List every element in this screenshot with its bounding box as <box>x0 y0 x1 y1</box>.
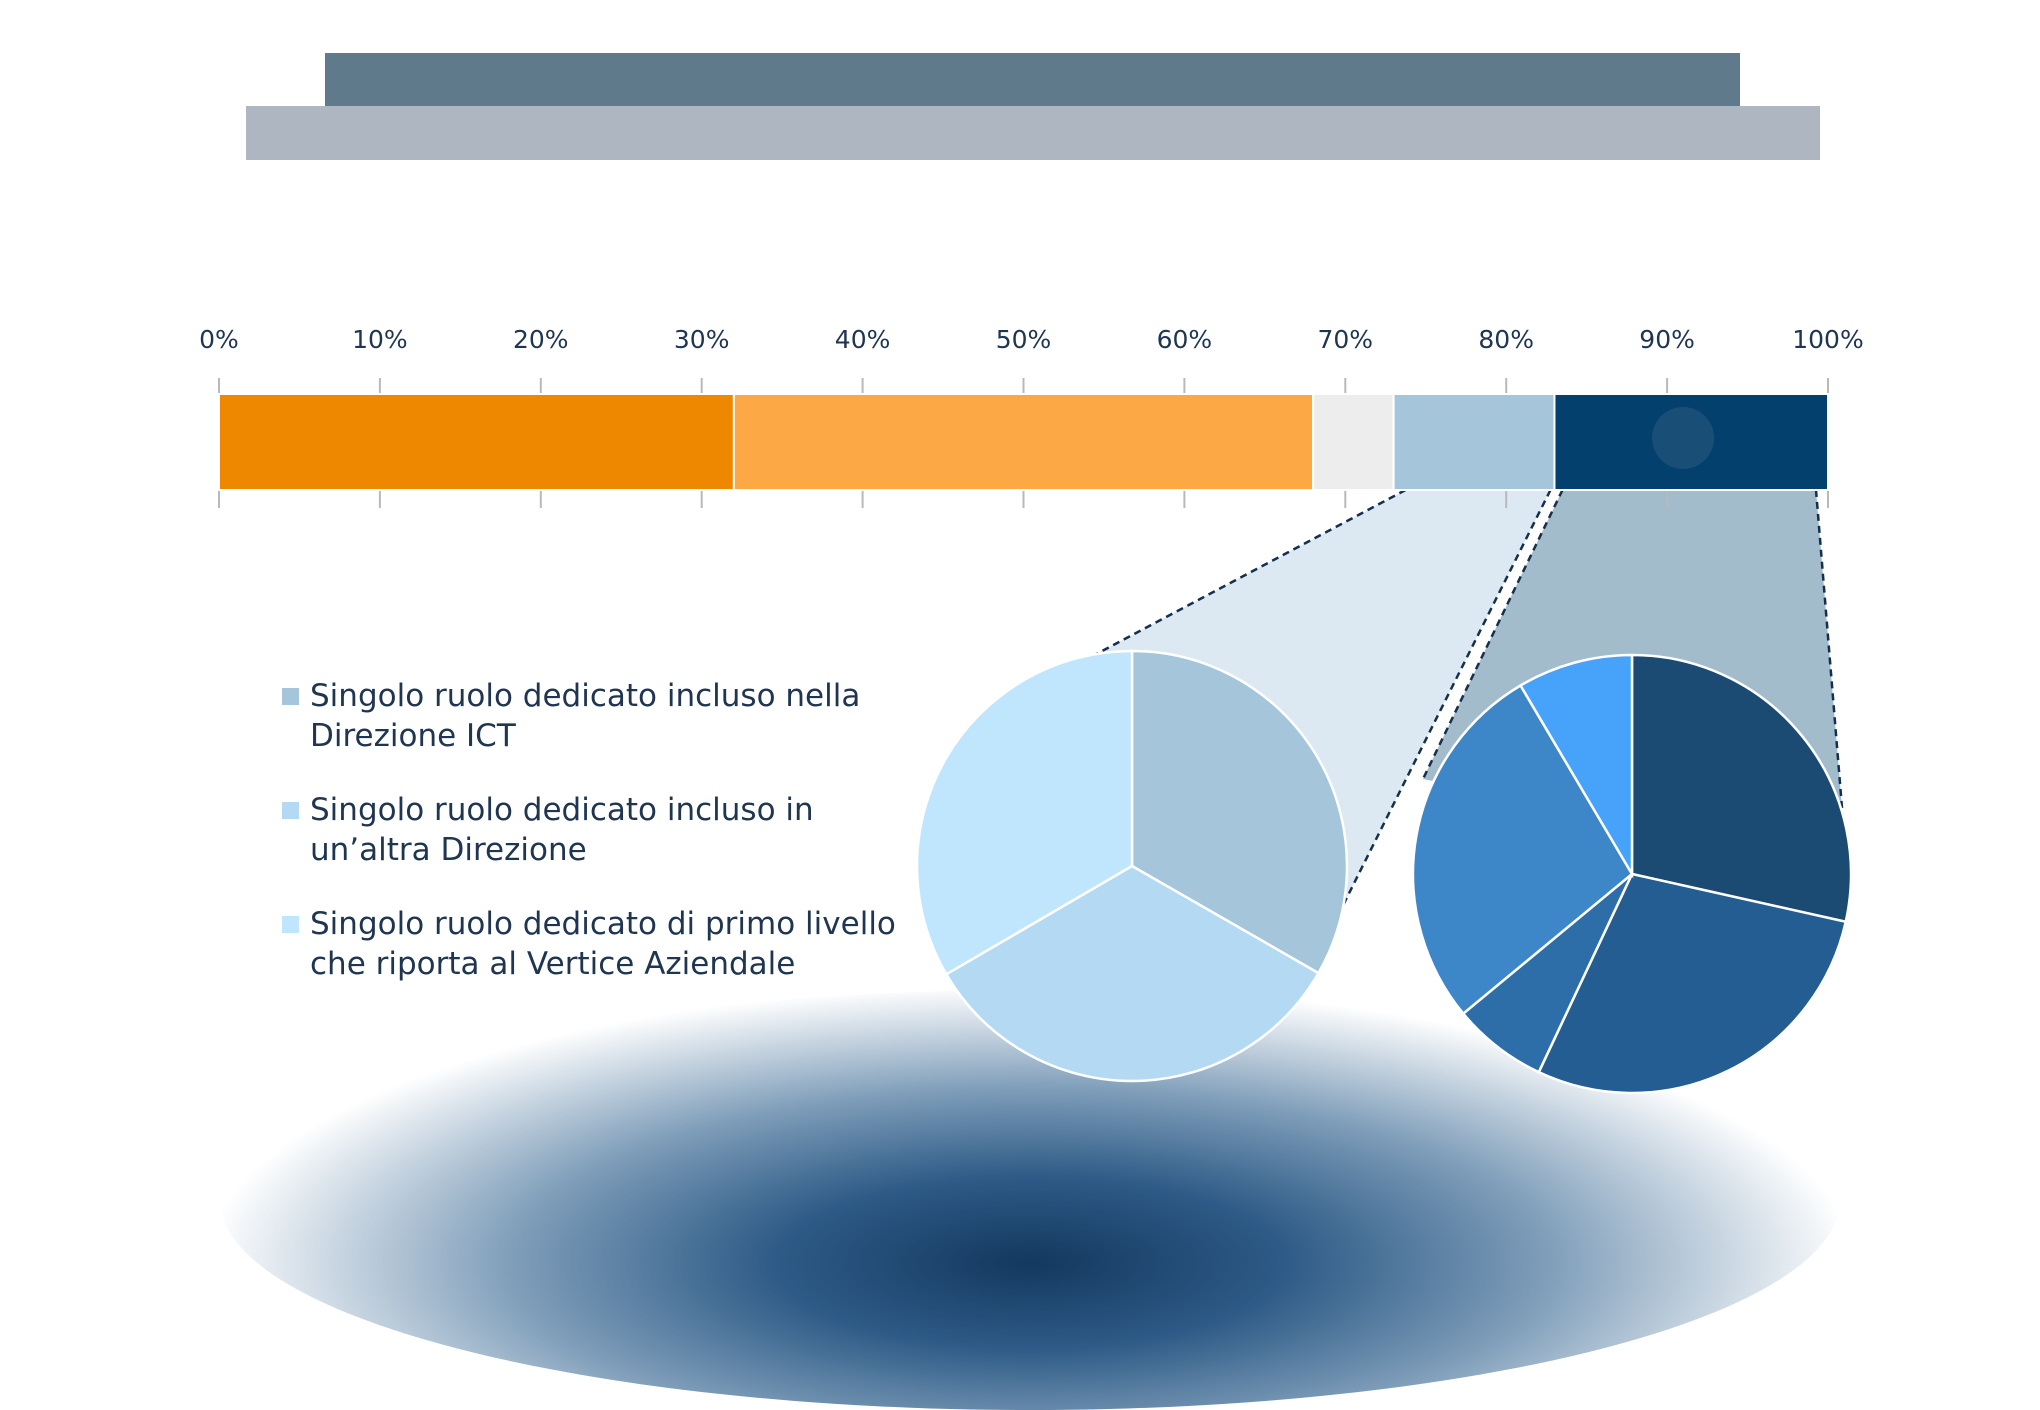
x-tick-label: 10% <box>352 325 408 354</box>
x-tick-label: 80% <box>1478 325 1534 354</box>
legend-swatch-top-management <box>282 916 299 933</box>
legend-label-other-direction: Singolo ruolo dedicato incluso in un’alt… <box>310 792 814 868</box>
legend-swatch-ict <box>282 688 299 705</box>
bar-segment-3 <box>1312 393 1395 491</box>
callout-line-pie2-left <box>1421 489 1564 780</box>
x-tick-label: 50% <box>996 325 1052 354</box>
header-band-light <box>246 106 1820 160</box>
pie2-slice-2 <box>1537 872 1848 1095</box>
chart-canvas: 0% 10% 20% 30% 40% 50% 60% 70% 80% 90% 100% Singol… <box>199 53 1864 1410</box>
callout-line-pie1-left <box>1086 488 1407 661</box>
legend-label-top-management: Singolo ruolo dedicato di primo livello … <box>310 906 896 982</box>
legend-label-ict: Singolo ruolo dedicato incluso nella Dir… <box>310 678 861 754</box>
x-tick-label: 20% <box>513 325 569 354</box>
x-tick-label: 0% <box>199 325 239 354</box>
x-tick-label: 90% <box>1639 325 1695 354</box>
bar-segment-4 <box>1392 393 1556 491</box>
legend: Singolo ruolo dedicato incluso nella Dir… <box>282 676 922 1018</box>
x-tick-label: 40% <box>835 325 891 354</box>
x-tick-label: 100% <box>1792 325 1863 354</box>
legend-item-other-direction: Singolo ruolo dedicato incluso in un’alt… <box>282 790 922 870</box>
x-tick-label: 70% <box>1318 325 1374 354</box>
header-band-dark <box>325 53 1740 107</box>
legend-swatch-other-direction <box>282 802 299 819</box>
x-tick-label: 60% <box>1157 325 1213 354</box>
callout-line-pie1-right <box>1341 489 1552 907</box>
callout-cone-segment-4 <box>1087 490 1551 906</box>
pie1-slice-3 <box>915 649 1134 976</box>
segment-highlight-dot <box>1652 407 1715 469</box>
bar-segment-1 <box>218 393 735 491</box>
bar-segment-2 <box>732 393 1315 491</box>
pie1-slice-1 <box>1130 649 1349 975</box>
legend-item-ict: Singolo ruolo dedicato incluso nella Dir… <box>282 676 922 756</box>
pie2-slice-5 <box>1518 653 1634 879</box>
legend-item-top-management: Singolo ruolo dedicato di primo livello … <box>282 904 922 984</box>
callout-line-pie2-right <box>1814 489 1848 865</box>
pie1-slice-2 <box>944 864 1321 1083</box>
pie2-slice-1 <box>1630 653 1853 924</box>
pie2-slice-4 <box>1411 683 1634 1016</box>
chart-svg: 0% 10% 20% 30% 40% 50% 60% 70% 80% 90% 100% <box>199 325 1864 1095</box>
x-tick-label: 30% <box>674 325 730 354</box>
